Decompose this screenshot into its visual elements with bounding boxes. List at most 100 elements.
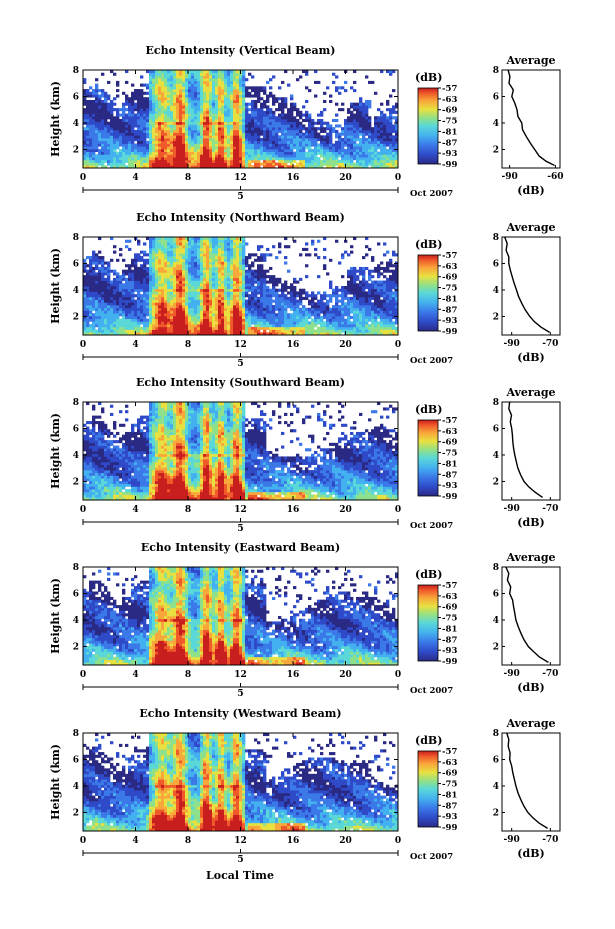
x-tick-label: 4	[132, 836, 138, 846]
colorbar-tick-label: -93	[442, 316, 457, 326]
x-tick-label: 0	[80, 340, 86, 350]
colorbar-tick-label: -75	[442, 284, 457, 294]
y-tick-label: 4	[73, 616, 79, 626]
average-y-tick-label: 6	[493, 259, 499, 269]
date-label: Oct 2007	[410, 521, 453, 531]
colorbar-tick-label: -81	[442, 459, 457, 469]
average-y-tick-label: 2	[493, 312, 499, 322]
average-y-tick-label: 6	[493, 92, 499, 102]
echo-heatmap	[83, 70, 399, 169]
average-profile-line	[505, 566, 549, 664]
y-axis-label: Height (km)	[49, 413, 62, 489]
x-tick-label: 0	[80, 173, 86, 183]
average-frame	[501, 236, 561, 336]
colorbar-tick-label: -63	[442, 95, 457, 105]
colorbar-tick-label: -99	[442, 327, 457, 337]
y-tick-label: 6	[73, 424, 79, 434]
y-tick-label: 6	[73, 259, 79, 269]
date-tick-label: 5	[237, 359, 243, 369]
colorbar-tick-label: -69	[442, 769, 457, 779]
colorbar	[417, 750, 439, 828]
x-tick-label: 20	[339, 836, 352, 846]
colorbar-unit: (dB)	[415, 238, 442, 251]
y-tick-label: 6	[73, 755, 79, 765]
x-tick-label: 8	[185, 505, 191, 515]
y-tick-label: 4	[73, 451, 79, 461]
x-tick-label: 8	[185, 173, 191, 183]
colorbar	[417, 254, 439, 332]
average-frame	[501, 732, 561, 832]
x-tick-label: 0	[80, 670, 86, 680]
average-frame	[501, 401, 561, 501]
average-y-tick-label: 2	[493, 808, 499, 818]
y-tick-label: 2	[73, 808, 79, 818]
panel-4: Echo Intensity (Eastward Beam) 2 4 6 8 0 4 8 12 1…	[49, 541, 561, 699]
colorbar-tick-label: -75	[442, 449, 457, 459]
x-tick-label: 20	[339, 505, 352, 515]
date-label: Oct 2007	[410, 189, 453, 199]
panel-title: Echo Intensity (Vertical Beam)	[145, 44, 335, 57]
average-x-tick-label: -70	[542, 339, 558, 349]
y-tick-label: 6	[73, 589, 79, 599]
colorbar-tick-label: -57	[442, 747, 457, 757]
average-y-tick-label: 4	[493, 286, 499, 296]
y-tick-label: 4	[73, 782, 79, 792]
colorbar-tick-label: -81	[442, 624, 457, 634]
colorbar-tick-label: -99	[442, 492, 457, 502]
panel-title: Echo Intensity (Northward Beam)	[136, 211, 345, 224]
colorbar-tick-label: -69	[442, 438, 457, 448]
average-x-label: (dB)	[517, 681, 544, 694]
x-tick-label: 20	[339, 173, 352, 183]
x-tick-label: 16	[287, 670, 300, 680]
average-x-label: (dB)	[517, 847, 544, 860]
colorbar-tick-label: -87	[442, 801, 457, 811]
y-tick-label: 2	[73, 312, 79, 322]
average-x-tick-label: -70	[542, 504, 558, 514]
average-y-tick-label: 2	[493, 642, 499, 652]
colorbar	[417, 584, 439, 662]
y-axis-label: Height (km)	[49, 248, 62, 324]
average-y-tick-label: 8	[493, 233, 499, 243]
average-title: Average	[505, 386, 555, 399]
average-y-tick-label: 8	[493, 66, 499, 76]
colorbar-tick-label: -69	[442, 603, 457, 613]
date-tick-label: 5	[237, 524, 243, 534]
x-tick-label: 16	[287, 836, 300, 846]
average-y-tick-label: 6	[493, 424, 499, 434]
date-label: Oct 2007	[410, 686, 453, 696]
average-y-tick-label: 4	[493, 119, 499, 129]
average-y-tick-label: 2	[493, 145, 499, 155]
panel-3: Echo Intensity (Southward Beam) 2 4 6 8 0 4 8 12…	[49, 376, 561, 534]
average-x-tick-label: -90	[501, 172, 517, 182]
x-tick-label: 0	[395, 173, 401, 183]
colorbar-tick-label: -87	[442, 305, 457, 315]
y-tick-label: 2	[73, 642, 79, 652]
y-axis-label: Height (km)	[49, 744, 62, 820]
average-title: Average	[505, 551, 555, 564]
x-tick-label: 4	[132, 173, 138, 183]
average-y-tick-label: 6	[493, 755, 499, 765]
average-x-tick-label: -90	[504, 504, 520, 514]
colorbar-tick-label: -93	[442, 812, 457, 822]
panel-5: Echo Intensity (Westward Beam) 2 4 6 8 0 4 8 12 1…	[49, 707, 561, 865]
date-label: Oct 2007	[410, 356, 453, 366]
average-title: Average	[505, 221, 555, 234]
average-x-label: (dB)	[517, 516, 544, 529]
colorbar-tick-label: -57	[442, 581, 457, 591]
panel-title: Echo Intensity (Eastward Beam)	[141, 541, 340, 554]
x-tick-label: 0	[395, 340, 401, 350]
colorbar-tick-label: -75	[442, 780, 457, 790]
x-tick-label: 16	[287, 340, 300, 350]
average-x-tick-label: -70	[542, 669, 558, 679]
colorbar-tick-label: -93	[442, 149, 457, 159]
y-tick-label: 4	[73, 286, 79, 296]
colorbar-unit: (dB)	[415, 568, 442, 581]
y-tick-label: 8	[73, 398, 79, 408]
average-frame	[501, 69, 561, 169]
average-x-label: (dB)	[517, 184, 544, 197]
date-tick-label: 5	[237, 689, 243, 699]
panel-2: Echo Intensity (Northward Beam) 2 4 6 8 0 4 8 12…	[49, 211, 561, 369]
x-tick-label: 4	[132, 340, 138, 350]
x-tick-label: 20	[339, 670, 352, 680]
colorbar-tick-label: -99	[442, 160, 457, 170]
